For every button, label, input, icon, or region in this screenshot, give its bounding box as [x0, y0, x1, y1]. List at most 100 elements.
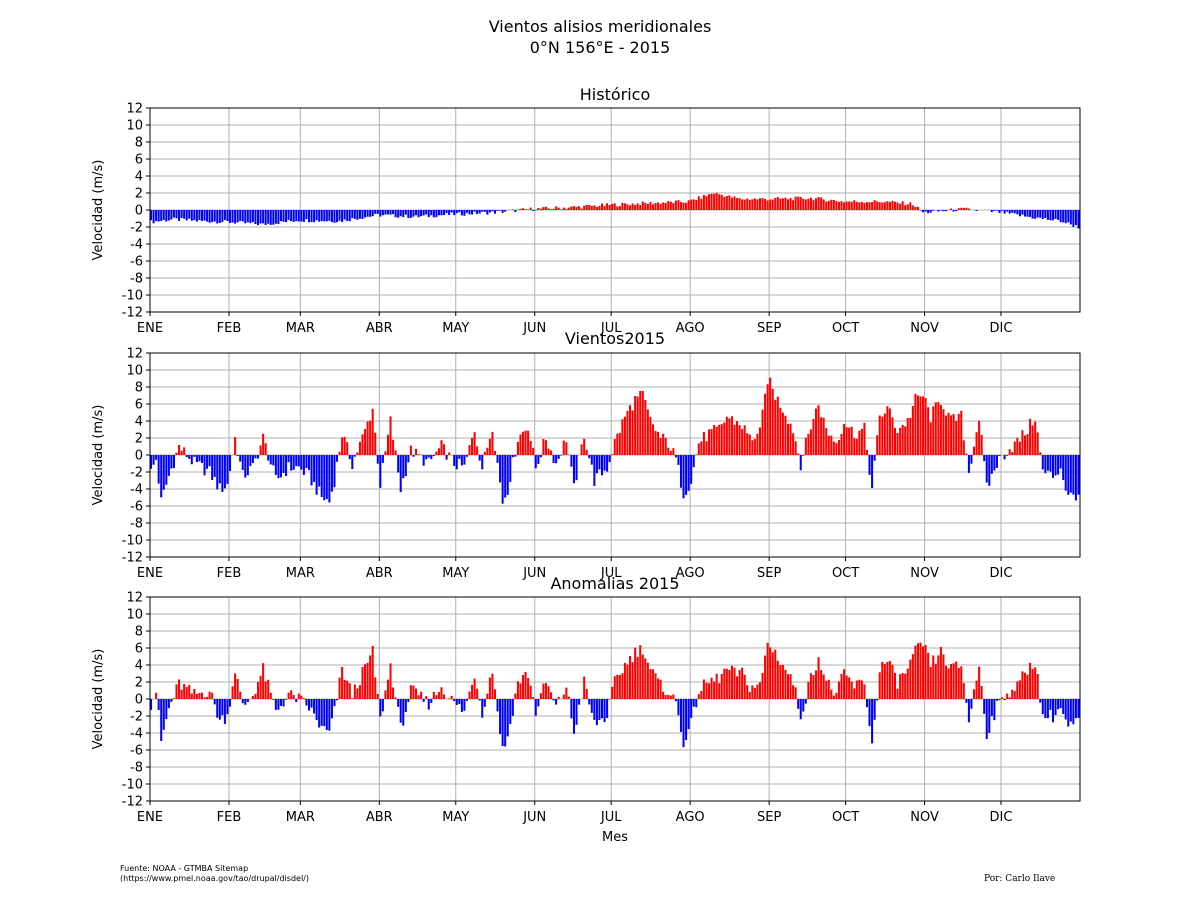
wind-bar	[267, 679, 270, 699]
y-axis-label: Velocidad (m/s)	[91, 649, 106, 750]
wind-bar	[160, 210, 163, 221]
wind-bar	[621, 419, 624, 455]
wind-bar	[465, 210, 468, 213]
wind-bar	[343, 436, 346, 455]
wind-bar	[886, 662, 889, 699]
wind-bar	[228, 455, 232, 471]
wind-bar	[618, 675, 621, 699]
wind-bar	[1064, 699, 1067, 720]
wind-bar	[463, 455, 466, 465]
wind-bar	[537, 699, 540, 707]
wind-bar	[448, 698, 451, 699]
wind-bar	[290, 690, 293, 699]
wind-bar	[516, 441, 519, 455]
wind-bar	[827, 679, 830, 699]
x-tick-label: JUN	[522, 321, 546, 336]
x-tick-label: AGO	[676, 810, 705, 825]
wind-bar	[802, 455, 805, 456]
wind-bar	[939, 404, 942, 455]
wind-bar	[195, 455, 198, 463]
wind-bar	[333, 210, 336, 223]
historico-panel: Histórico Velocidad (m/s) -12 -10 -8 -6 -4 -2…	[91, 85, 1081, 336]
wind-bar	[1003, 699, 1006, 701]
wind-bar	[412, 685, 415, 699]
wind-bar	[458, 699, 461, 704]
wind-bar	[802, 699, 805, 712]
wind-bar	[193, 688, 196, 699]
wind-bar	[1067, 455, 1070, 495]
wind-bar	[733, 424, 736, 455]
wind-bar	[651, 669, 654, 699]
wind-bar	[664, 437, 667, 455]
wind-bar	[863, 422, 866, 455]
wind-bar	[262, 663, 265, 699]
wind-bar	[616, 206, 619, 210]
wind-bar	[685, 699, 688, 740]
wind-bar	[679, 455, 683, 488]
wind-bar	[1029, 210, 1032, 217]
wind-bar	[366, 210, 369, 217]
wind-bar	[595, 206, 598, 210]
wind-bar	[249, 210, 252, 224]
wind-bar	[1072, 455, 1075, 495]
wind-bar	[957, 667, 960, 699]
wind-bar	[402, 699, 405, 726]
wind-bar	[366, 662, 369, 699]
axes-frame	[149, 352, 1081, 558]
wind-bar	[305, 455, 308, 469]
wind-bar	[802, 198, 805, 210]
wind-bar	[825, 428, 828, 455]
x-tick-label: NOV	[910, 321, 939, 336]
wind-bar	[865, 699, 869, 708]
wind-bar	[567, 207, 570, 210]
wind-bar	[343, 679, 346, 699]
wind-bar	[203, 697, 206, 699]
wind-bar	[228, 699, 232, 707]
wind-bar	[180, 210, 183, 218]
wind-bar	[443, 210, 446, 216]
wind-bar	[476, 446, 479, 455]
x-tick-label: MAR	[286, 321, 315, 336]
wind-bar	[779, 407, 782, 455]
wind-bar	[200, 692, 203, 699]
wind-bar	[483, 699, 486, 707]
wind-bar	[950, 415, 953, 455]
wind-bar	[348, 210, 351, 222]
wind-bar	[320, 699, 323, 726]
wind-bar	[736, 198, 739, 210]
y-tick-label: -6	[130, 500, 143, 515]
x-tick-label: ENE	[137, 810, 163, 825]
wind-bar	[723, 422, 726, 455]
wind-bar	[781, 664, 784, 699]
wind-bar	[621, 202, 624, 210]
wind-bar	[649, 201, 652, 210]
wind-bar	[514, 693, 517, 699]
wind-bar	[269, 455, 272, 465]
wind-bar	[320, 455, 323, 498]
wind-bar	[593, 205, 596, 210]
wind-bar	[185, 210, 188, 221]
wind-bar	[1054, 699, 1057, 716]
x-tick-label: ENE	[137, 566, 163, 581]
wind-bar	[730, 197, 733, 210]
wind-bar	[797, 453, 800, 455]
wind-bar	[285, 210, 288, 223]
wind-bar	[817, 657, 820, 699]
wind-bar	[277, 455, 280, 479]
wind-bar	[1026, 674, 1029, 699]
wind-bar	[180, 689, 183, 699]
wind-bar	[1036, 673, 1039, 699]
wind-bar	[560, 209, 563, 210]
wind-bar	[262, 210, 265, 224]
wind-bar	[269, 210, 272, 225]
wind-bar	[990, 699, 993, 717]
wind-bar	[955, 421, 958, 455]
wind-bar	[662, 433, 665, 455]
wind-bar	[618, 206, 621, 210]
wind-bar	[840, 433, 843, 455]
wind-bar	[771, 652, 774, 699]
wind-bar	[341, 210, 344, 222]
wind-bar	[659, 437, 662, 455]
wind-bar	[412, 455, 415, 457]
wind-bar	[361, 210, 364, 220]
